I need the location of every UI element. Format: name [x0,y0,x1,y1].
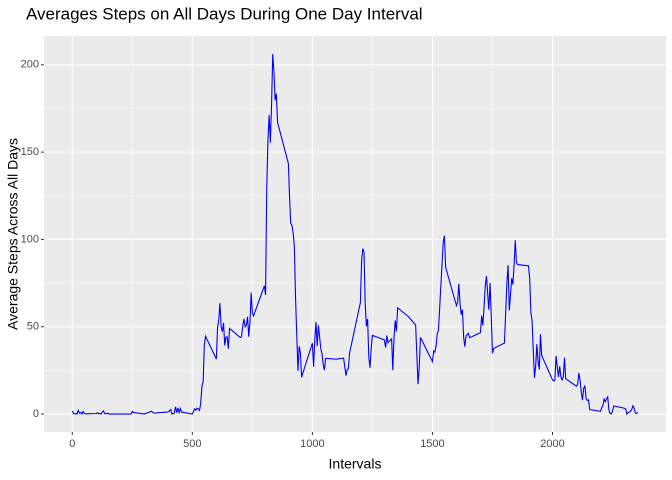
y-tick-label: 150 [21,146,39,158]
x-tick-label: 2000 [540,438,564,450]
y-tick-label: 0 [33,408,39,420]
y-tick-label: 100 [21,233,39,245]
y-axis-label: Average Steps Across All Days [5,138,21,330]
data-line [71,53,639,416]
x-tick-label: 1000 [300,438,324,450]
x-axis-label: Intervals [329,456,382,472]
x-tick-label: 500 [183,438,201,450]
chart-title: Averages Steps on All Days During One Da… [26,4,423,23]
x-tick-label: 0 [69,438,75,450]
x-tick-label: 1500 [420,438,444,450]
plot-background [44,36,666,432]
y-tick-label: 50 [27,321,39,333]
y-tick-label: 200 [21,59,39,71]
